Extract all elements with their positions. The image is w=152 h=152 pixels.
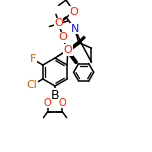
Text: N: N	[71, 24, 79, 34]
Text: O: O	[54, 18, 63, 28]
Text: B: B	[51, 89, 59, 102]
Text: O: O	[63, 45, 72, 55]
Text: Cl: Cl	[26, 80, 37, 90]
Text: O: O	[70, 7, 78, 17]
Text: O: O	[44, 98, 52, 108]
Text: O: O	[59, 98, 66, 108]
Text: F: F	[30, 54, 36, 64]
Text: O: O	[58, 32, 67, 42]
